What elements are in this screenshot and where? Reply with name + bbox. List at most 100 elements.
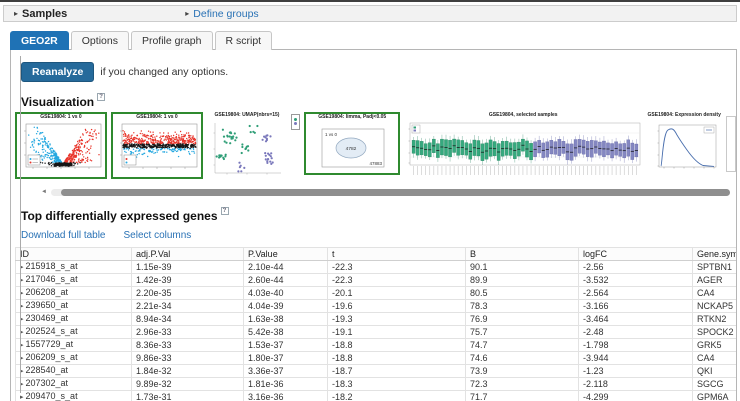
row-expand-icon[interactable]: ▸ xyxy=(20,316,24,323)
probe-id-cell: ▸ 239650_at xyxy=(15,299,132,313)
volcano-plot-thumbnail[interactable]: GSE19804: 1 vs 0 xyxy=(15,112,107,179)
define-groups-link[interactable]: Define groups xyxy=(193,7,259,20)
value-cell: 2.96e-33 xyxy=(131,325,244,339)
value-cell: SPTBN1 xyxy=(692,260,736,274)
value-cell: 73.9 xyxy=(465,364,579,378)
ma-plot-thumbnail[interactable]: GSE19804: 1 vs 0 xyxy=(111,112,203,179)
value-cell: 8.94e-34 xyxy=(131,312,244,326)
table-row[interactable]: ▸ 228540_at 1.84e-32 3.36e-37 -18.7 73.9 -1.23… xyxy=(15,364,736,378)
table-row[interactable]: ▸ 207302_at 9.89e-32 1.81e-36 -18.3 72.3 -2.11… xyxy=(15,377,736,391)
table-row[interactable]: ▸ 206208_at 2.20e-35 4.03e-40 -20.1 80.5 -2.56… xyxy=(15,286,736,300)
value-cell: -18.8 xyxy=(327,351,466,365)
help-icon[interactable]: ? xyxy=(97,93,106,101)
scrollbar-thumb[interactable] xyxy=(60,188,730,196)
define-groups-expand-icon: ▸ xyxy=(185,9,190,18)
row-expand-icon[interactable]: ▸ xyxy=(20,368,24,375)
row-expand-icon[interactable]: ▸ xyxy=(20,303,24,310)
help-icon[interactable]: ? xyxy=(220,207,229,215)
table-header-row: ID adj.P.Val P.Value t B logFC Gene.symb… xyxy=(15,247,736,261)
tab-profile-graph[interactable]: Profile graph xyxy=(130,31,213,50)
col-header-logfc: logFC xyxy=(578,247,693,261)
group2-swatch xyxy=(294,122,298,125)
value-cell: 5.42e-38 xyxy=(243,325,328,339)
value-cell: -1.798 xyxy=(578,338,693,352)
value-cell: -4.299 xyxy=(578,390,693,401)
samples-bar: ▸ Samples ▸ Define groups xyxy=(3,5,737,22)
genes-table-body: ▸ 215918_s_at 1.15e-39 2.10e-44 -22.3 90.1 -2.… xyxy=(15,260,736,401)
table-row[interactable]: ▸ 206209_s_at 9.86e-33 1.80e-37 -18.8 74.6 -3.… xyxy=(15,351,736,365)
value-cell: -2.564 xyxy=(578,286,693,300)
value-cell: -18.8 xyxy=(327,338,466,352)
col-header-b: B xyxy=(465,247,579,261)
table-row[interactable]: ▸ 217046_s_at 1.42e-39 2.60e-44 -22.3 89.9 -3.… xyxy=(15,273,736,287)
value-cell: -18.2 xyxy=(327,390,466,401)
row-expand-icon[interactable]: ▸ xyxy=(20,264,24,271)
value-cell: 1.63e-38 xyxy=(243,312,328,326)
scroll-left-arrow-icon[interactable]: ◄ xyxy=(41,189,47,195)
define-groups-toggle[interactable]: ▸ Define groups xyxy=(175,8,258,20)
probe-id-cell: ▸ 1557729_at xyxy=(15,338,132,352)
visualization-title: Visualization xyxy=(21,95,95,109)
row-expand-icon[interactable]: ▸ xyxy=(20,394,24,401)
probe-id-cell: ▸ 206208_at xyxy=(15,286,132,300)
value-cell: QKI xyxy=(692,364,736,378)
reanalyze-row: Reanalyze if you changed any options. xyxy=(21,62,736,82)
table-row[interactable]: ▸ 239650_at 2.21e-34 4.04e-39 -19.6 78.3 -3.16… xyxy=(15,299,736,313)
venn-group-label: 1 vs 0 xyxy=(325,132,338,137)
value-cell: 1.81e-36 xyxy=(243,377,328,391)
value-cell: 3.16e-36 xyxy=(243,390,328,401)
next-plot-thumbnail-clipped[interactable] xyxy=(20,56,736,393)
value-cell: -22.3 xyxy=(327,260,466,274)
tab-geo2r[interactable]: GEO2R xyxy=(10,31,69,50)
value-cell: 9.89e-32 xyxy=(131,377,244,391)
scrollbar-track[interactable] xyxy=(50,188,730,196)
download-full-table-link[interactable]: Download full table xyxy=(21,230,106,241)
row-expand-icon[interactable]: ▸ xyxy=(20,329,24,336)
umap-plot-thumbnail[interactable]: GSE19804: UMAP(nbrs=15) xyxy=(207,112,287,177)
value-cell: CA4 xyxy=(692,351,736,365)
value-cell: NCKAP5 xyxy=(692,299,736,313)
density-plot-thumbnail[interactable]: GSE19804: Expression density xyxy=(646,112,723,177)
reanalyze-button[interactable]: Reanalyze xyxy=(21,62,95,82)
samples-toggle[interactable]: Samples xyxy=(22,7,68,20)
table-row[interactable]: ▸ 209470_s_at 1.73e-31 3.16e-36 -18.2 71.7 -4.… xyxy=(15,390,736,401)
value-cell: -22.3 xyxy=(327,273,466,287)
value-cell: 80.5 xyxy=(465,286,579,300)
value-cell: SPOCK2 xyxy=(692,325,736,339)
row-expand-icon[interactable]: ▸ xyxy=(20,290,24,297)
row-expand-icon[interactable]: ▸ xyxy=(20,355,24,362)
visualization-heading: Visualization ? xyxy=(21,93,736,109)
table-row[interactable]: ▸ 1557729_at 8.36e-33 1.53e-37 -18.8 74.7 -1.7… xyxy=(15,338,736,352)
probe-id-cell: ▸ 206209_s_at xyxy=(15,351,132,365)
table-row[interactable]: ▸ 215918_s_at 1.15e-39 2.10e-44 -22.3 90.1 -2.… xyxy=(15,260,736,274)
tab-options[interactable]: Options xyxy=(70,31,129,50)
probe-id-cell: ▸ 202524_s_at xyxy=(15,325,132,339)
row-expand-icon[interactable]: ▸ xyxy=(20,381,24,388)
value-cell: 1.73e-31 xyxy=(131,390,244,401)
value-cell: 78.3 xyxy=(465,299,579,313)
table-row[interactable]: ▸ 202524_s_at 2.96e-33 5.42e-38 -19.1 75.7 -2.… xyxy=(15,325,736,339)
value-cell: -20.1 xyxy=(327,286,466,300)
tab-r-script[interactable]: R script xyxy=(214,31,273,50)
row-expand-icon[interactable]: ▸ xyxy=(20,342,24,349)
boxplot-thumbnail[interactable]: GSE19804, selected samples xyxy=(404,112,643,177)
value-cell: 71.7 xyxy=(465,390,579,401)
probe-id-cell: ▸ 217046_s_at xyxy=(15,273,132,287)
value-cell: 2.10e-44 xyxy=(243,260,328,274)
visualization-thumbnails: GSE19804: 1 vs 0 GS xyxy=(15,56,736,393)
table-row[interactable]: ▸ 230469_at 8.94e-34 1.63e-38 -19.3 76.9 -3.46… xyxy=(15,312,736,326)
ma-plot-title: GSE19804: 1 vs 0 xyxy=(136,114,178,120)
thumbnails-scrollbar: ◄ xyxy=(41,188,730,196)
row-expand-icon[interactable]: ▸ xyxy=(20,277,24,284)
value-cell: GRK5 xyxy=(692,338,736,352)
select-columns-link[interactable]: Select columns xyxy=(123,230,192,241)
ma-plot-image xyxy=(120,123,198,169)
col-header-gene-symbol: Gene.symbol xyxy=(692,247,736,261)
table-links: Download full table Select columns xyxy=(21,230,736,241)
venn-diagram-thumbnail[interactable]: GSE19804: limma, Padj<0.05 1 vs 0 4782 4… xyxy=(304,112,401,175)
probe-id-cell: ▸ 215918_s_at xyxy=(15,260,132,274)
value-cell: -19.1 xyxy=(327,325,466,339)
samples-expand-icon[interactable]: ▸ xyxy=(14,9,19,18)
probe-id-cell: ▸ 230469_at xyxy=(15,312,132,326)
